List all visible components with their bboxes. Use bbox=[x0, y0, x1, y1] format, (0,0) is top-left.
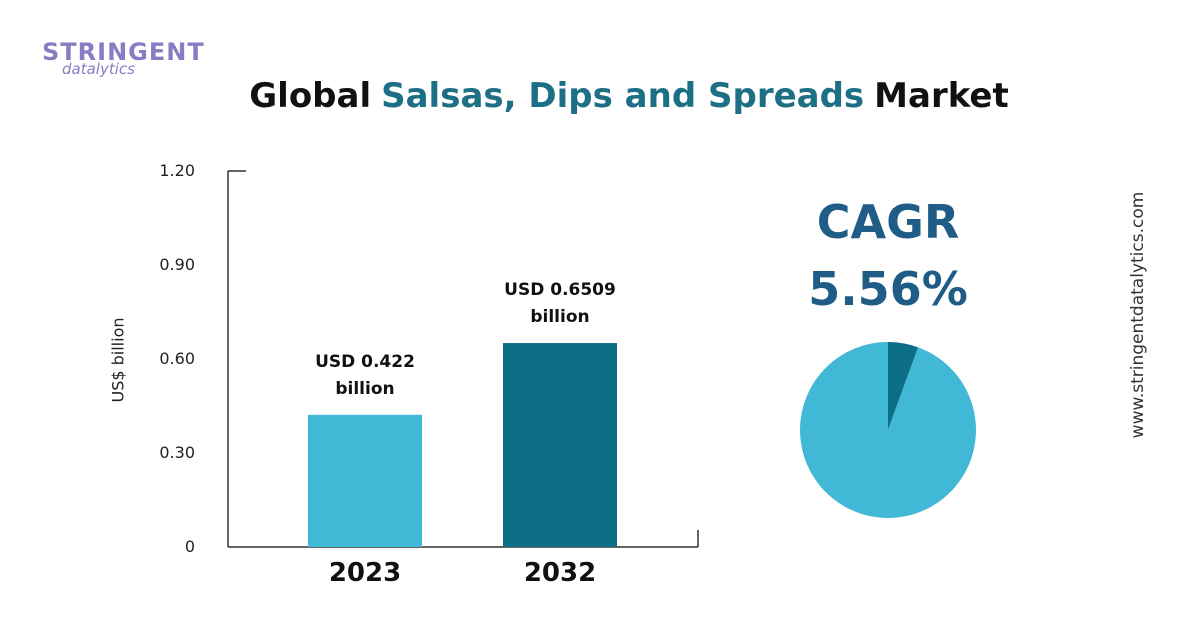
pie-slice bbox=[888, 342, 919, 430]
logo-bottom: datalytics bbox=[62, 60, 135, 78]
title: Global Salsas, Dips and Spreads Market bbox=[0, 76, 1200, 116]
y-tick-label: 0.60 bbox=[159, 349, 195, 368]
x-tick-label: 2023 bbox=[328, 558, 402, 588]
y-tick-label: 0 bbox=[184, 537, 195, 556]
y-tick-label: 1.20 bbox=[159, 161, 195, 180]
y-tick-label: 0.90 bbox=[159, 255, 195, 274]
cagr-value: 5.56% bbox=[808, 262, 968, 316]
value-label: USD 0.422 billion bbox=[315, 351, 415, 399]
logo-top: STRINGENT bbox=[42, 38, 205, 66]
x-tick-label: 2032 bbox=[523, 558, 597, 588]
y-tick-label: 0.30 bbox=[159, 443, 195, 462]
cagr-title: CAGR bbox=[816, 195, 960, 249]
title-part: Market bbox=[874, 76, 1009, 116]
value-label: USD 0.6509 billion bbox=[504, 280, 616, 328]
bar bbox=[503, 343, 617, 547]
bar bbox=[308, 414, 422, 547]
title-part: Global bbox=[249, 76, 372, 116]
title-part: Salsas, Dips and Spreads bbox=[381, 76, 865, 116]
pie-slice bbox=[800, 342, 977, 518]
